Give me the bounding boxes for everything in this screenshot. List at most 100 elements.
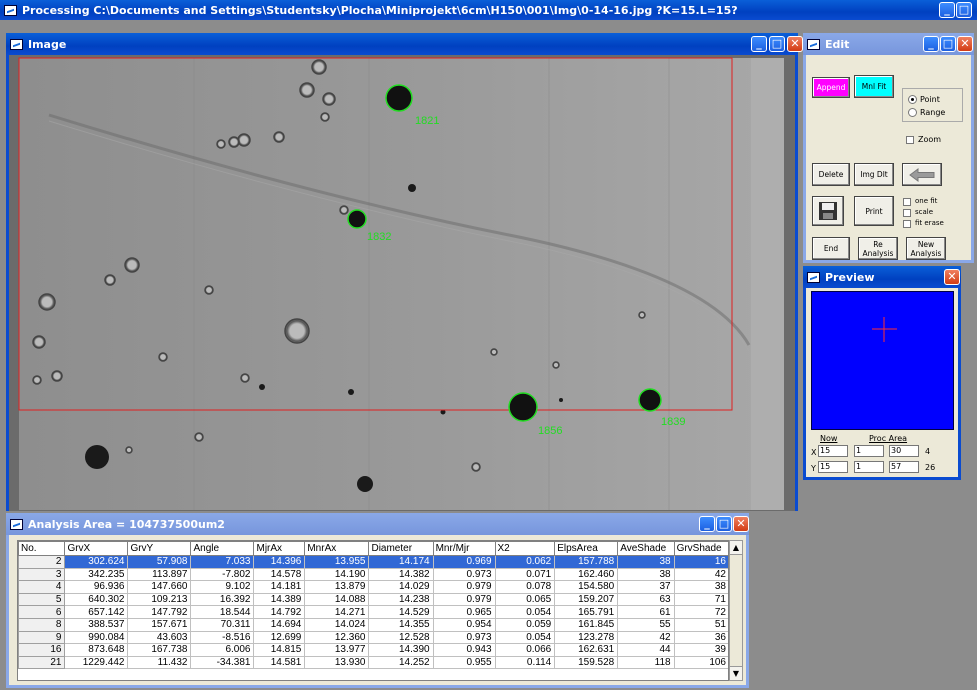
table-cell[interactable]: 0.114 <box>494 655 556 670</box>
table-cell[interactable]: 8 <box>18 617 66 632</box>
table-cell[interactable]: 5 <box>18 592 66 607</box>
table-cell[interactable]: 113.897 <box>127 567 192 582</box>
table-cell[interactable]: 0.973 <box>432 630 496 645</box>
table-cell[interactable]: 12.360 <box>304 630 370 645</box>
table-cell[interactable]: 14.529 <box>368 605 434 619</box>
column-header[interactable]: Angle <box>190 541 255 556</box>
column-header[interactable]: ElpsArea <box>554 541 619 556</box>
table-cell[interactable]: 14.024 <box>304 617 370 632</box>
table-cell[interactable]: 14.694 <box>253 617 306 632</box>
table-cell[interactable]: 55 <box>617 617 675 632</box>
table-cell[interactable]: 0.954 <box>432 617 496 632</box>
table-cell[interactable]: 657.142 <box>64 605 129 619</box>
table-cell[interactable]: 147.660 <box>127 580 192 594</box>
table-cell[interactable]: 71 <box>673 592 728 607</box>
table-cell[interactable]: 0.979 <box>432 592 496 607</box>
table-cell[interactable]: 109.213 <box>127 592 192 607</box>
table-cell[interactable]: 12.699 <box>253 630 306 645</box>
table-cell[interactable]: 159.207 <box>554 592 619 607</box>
manual-fit-button[interactable]: Mnl Fit <box>854 75 894 98</box>
column-header[interactable]: GrvShade <box>673 541 728 556</box>
table-cell[interactable]: 18.544 <box>190 605 255 619</box>
table-cell[interactable]: 14.181 <box>253 580 306 594</box>
analysis-minimize-button[interactable]: _ <box>699 516 715 532</box>
table-cell[interactable]: -8.516 <box>190 630 255 645</box>
table-cell[interactable]: 13.879 <box>304 580 370 594</box>
table-cell[interactable]: 14.029 <box>368 580 434 594</box>
y-now-field[interactable]: 15 <box>818 461 848 473</box>
table-cell[interactable]: -7.802 <box>190 567 255 582</box>
table-cell[interactable]: 162.460 <box>554 567 619 582</box>
edit-maximize-button[interactable]: □ <box>940 36 956 52</box>
append-button[interactable]: Append <box>812 77 850 98</box>
table-cell[interactable]: 6 <box>18 605 66 619</box>
table-row[interactable]: 4 96.936 147.660 9.102 14.181 13.879 14.029 0.9… <box>18 580 728 594</box>
range-radio[interactable] <box>908 108 917 117</box>
table-cell[interactable]: 38 <box>673 580 728 594</box>
detected-particle[interactable] <box>638 388 662 412</box>
table-cell[interactable]: 14.382 <box>368 567 434 582</box>
table-cell[interactable]: 118 <box>617 655 675 670</box>
table-cell[interactable]: 14.792 <box>253 605 306 619</box>
column-header[interactable]: Mnr/Mjr <box>432 541 496 556</box>
table-cell[interactable]: 0.065 <box>494 592 556 607</box>
table-cell[interactable]: 16 <box>673 555 728 569</box>
re-analysis-button[interactable]: Re Analysis <box>858 237 898 260</box>
table-cell[interactable]: 16 <box>18 643 66 657</box>
table-row[interactable]: 9 990.084 43.603 -8.516 12.699 12.360 12.528 0.… <box>18 630 728 645</box>
table-cell[interactable]: 157.671 <box>127 617 192 632</box>
app-maximize-button[interactable]: □ <box>956 2 972 18</box>
table-cell[interactable]: 0.955 <box>432 655 496 670</box>
table-cell[interactable]: 0.969 <box>432 555 496 569</box>
app-minimize-button[interactable]: _ <box>939 2 955 18</box>
table-cell[interactable]: 0.965 <box>432 605 496 619</box>
table-cell[interactable]: 36 <box>673 630 728 645</box>
table-cell[interactable]: 1229.442 <box>64 655 129 670</box>
table-cell[interactable]: 14.190 <box>304 567 370 582</box>
detected-particle[interactable] <box>508 392 538 422</box>
table-cell[interactable]: 57.908 <box>127 555 192 569</box>
new-analysis-button[interactable]: New Analysis <box>906 237 946 260</box>
table-scrollbar[interactable]: ▲ ▼ <box>729 540 743 681</box>
table-cell[interactable]: 0.059 <box>494 617 556 632</box>
table-cell[interactable]: 13.955 <box>304 555 370 569</box>
scroll-up-button[interactable]: ▲ <box>730 541 742 555</box>
table-cell[interactable]: 0.062 <box>494 555 556 569</box>
preview-close-button[interactable]: ✕ <box>944 269 960 285</box>
table-cell[interactable]: 6.006 <box>190 643 255 657</box>
table-cell[interactable]: 7.033 <box>190 555 255 569</box>
table-cell[interactable]: 0.943 <box>432 643 496 657</box>
zoom-checkbox[interactable] <box>906 136 914 144</box>
one-fit-checkbox[interactable] <box>903 198 911 206</box>
x-now-field[interactable]: 15 <box>818 445 848 457</box>
analysis-close-button[interactable]: ✕ <box>733 516 749 532</box>
table-cell[interactable]: 388.537 <box>64 617 129 632</box>
table-cell[interactable]: 14.174 <box>368 555 434 569</box>
table-cell[interactable]: 0.066 <box>494 643 556 657</box>
detected-particle[interactable] <box>385 84 413 112</box>
table-cell[interactable]: 165.791 <box>554 605 619 619</box>
table-cell[interactable]: 159.528 <box>554 655 619 670</box>
table-cell[interactable]: 4 <box>18 580 66 594</box>
table-row[interactable]: 16 873.648 167.738 6.006 14.815 13.977 14.390 0… <box>18 643 728 657</box>
scroll-down-button[interactable]: ▼ <box>730 666 742 680</box>
save-button[interactable] <box>812 196 844 226</box>
table-cell[interactable]: 990.084 <box>64 630 129 645</box>
table-cell[interactable]: 14.355 <box>368 617 434 632</box>
print-button[interactable]: Print <box>854 196 894 226</box>
table-cell[interactable]: 14.271 <box>304 605 370 619</box>
table-cell[interactable]: 16.392 <box>190 592 255 607</box>
table-cell[interactable]: 42 <box>617 630 675 645</box>
detected-particle[interactable] <box>347 209 367 229</box>
microscope-image[interactable] <box>9 55 795 511</box>
table-cell[interactable]: 14.389 <box>253 592 306 607</box>
table-cell[interactable]: 167.738 <box>127 643 192 657</box>
table-cell[interactable]: 0.071 <box>494 567 556 582</box>
image-delete-button[interactable]: Img Dlt <box>854 163 894 186</box>
table-cell[interactable]: 0.979 <box>432 580 496 594</box>
x-to-field[interactable]: 30 <box>889 445 919 457</box>
table-cell[interactable]: 37 <box>617 580 675 594</box>
table-cell[interactable]: 9.102 <box>190 580 255 594</box>
table-row[interactable]: 3 342.235 113.897 -7.802 14.578 14.190 14.382 0… <box>18 567 728 582</box>
table-row[interactable]: 6 657.142 147.792 18.544 14.792 14.271 14.529 0… <box>18 605 728 619</box>
